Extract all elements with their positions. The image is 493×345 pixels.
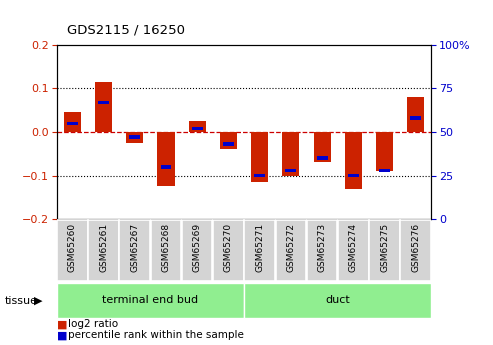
Text: duct: duct	[325, 295, 350, 305]
FancyBboxPatch shape	[88, 220, 119, 280]
FancyBboxPatch shape	[119, 220, 150, 280]
Text: tissue: tissue	[5, 296, 38, 306]
Bar	[345, 132, 362, 189]
Text: ■: ■	[57, 319, 67, 329]
Text: log2 ratio: log2 ratio	[68, 319, 118, 329]
Text: GSM65267: GSM65267	[130, 223, 139, 272]
Text: GSM65269: GSM65269	[193, 223, 202, 272]
Bar	[157, 132, 175, 186]
Bar	[67, 121, 78, 125]
FancyBboxPatch shape	[369, 220, 400, 280]
FancyBboxPatch shape	[276, 220, 306, 280]
Bar	[189, 121, 206, 132]
Text: GSM65270: GSM65270	[224, 223, 233, 272]
Bar	[254, 174, 265, 177]
Text: ▶: ▶	[34, 296, 42, 306]
Text: GSM65272: GSM65272	[286, 223, 295, 272]
Text: GSM65275: GSM65275	[380, 223, 389, 272]
Bar	[129, 136, 140, 139]
Text: percentile rank within the sample: percentile rank within the sample	[68, 331, 244, 340]
Text: GSM65268: GSM65268	[162, 223, 171, 272]
Bar	[376, 132, 393, 171]
Bar	[314, 132, 331, 162]
Bar	[285, 169, 296, 172]
FancyBboxPatch shape	[400, 220, 431, 280]
FancyBboxPatch shape	[182, 220, 212, 280]
FancyBboxPatch shape	[57, 220, 88, 280]
Bar	[98, 101, 109, 104]
FancyBboxPatch shape	[244, 283, 431, 318]
FancyBboxPatch shape	[245, 220, 275, 280]
Bar	[126, 132, 143, 143]
Bar	[192, 127, 203, 130]
Text: GSM65273: GSM65273	[317, 223, 326, 272]
FancyBboxPatch shape	[213, 220, 244, 280]
Bar	[161, 165, 172, 169]
Text: GSM65260: GSM65260	[68, 223, 77, 272]
Text: GSM65271: GSM65271	[255, 223, 264, 272]
FancyBboxPatch shape	[307, 220, 337, 280]
Bar	[64, 112, 81, 132]
Bar	[348, 174, 359, 177]
Text: GSM65276: GSM65276	[411, 223, 420, 272]
Bar	[282, 132, 299, 176]
FancyBboxPatch shape	[57, 283, 244, 318]
FancyBboxPatch shape	[151, 220, 181, 280]
Bar	[410, 116, 421, 120]
Text: terminal end bud: terminal end bud	[103, 295, 198, 305]
Bar	[223, 142, 234, 146]
Bar	[95, 82, 112, 132]
Bar	[407, 97, 424, 132]
Bar	[379, 169, 390, 172]
Bar	[317, 156, 327, 160]
Text: GSM65261: GSM65261	[99, 223, 108, 272]
Text: GSM65274: GSM65274	[349, 223, 358, 272]
Bar	[220, 132, 237, 149]
Bar	[251, 132, 268, 182]
Text: ■: ■	[57, 331, 67, 340]
Text: GDS2115 / 16250: GDS2115 / 16250	[67, 23, 184, 36]
FancyBboxPatch shape	[338, 220, 369, 280]
